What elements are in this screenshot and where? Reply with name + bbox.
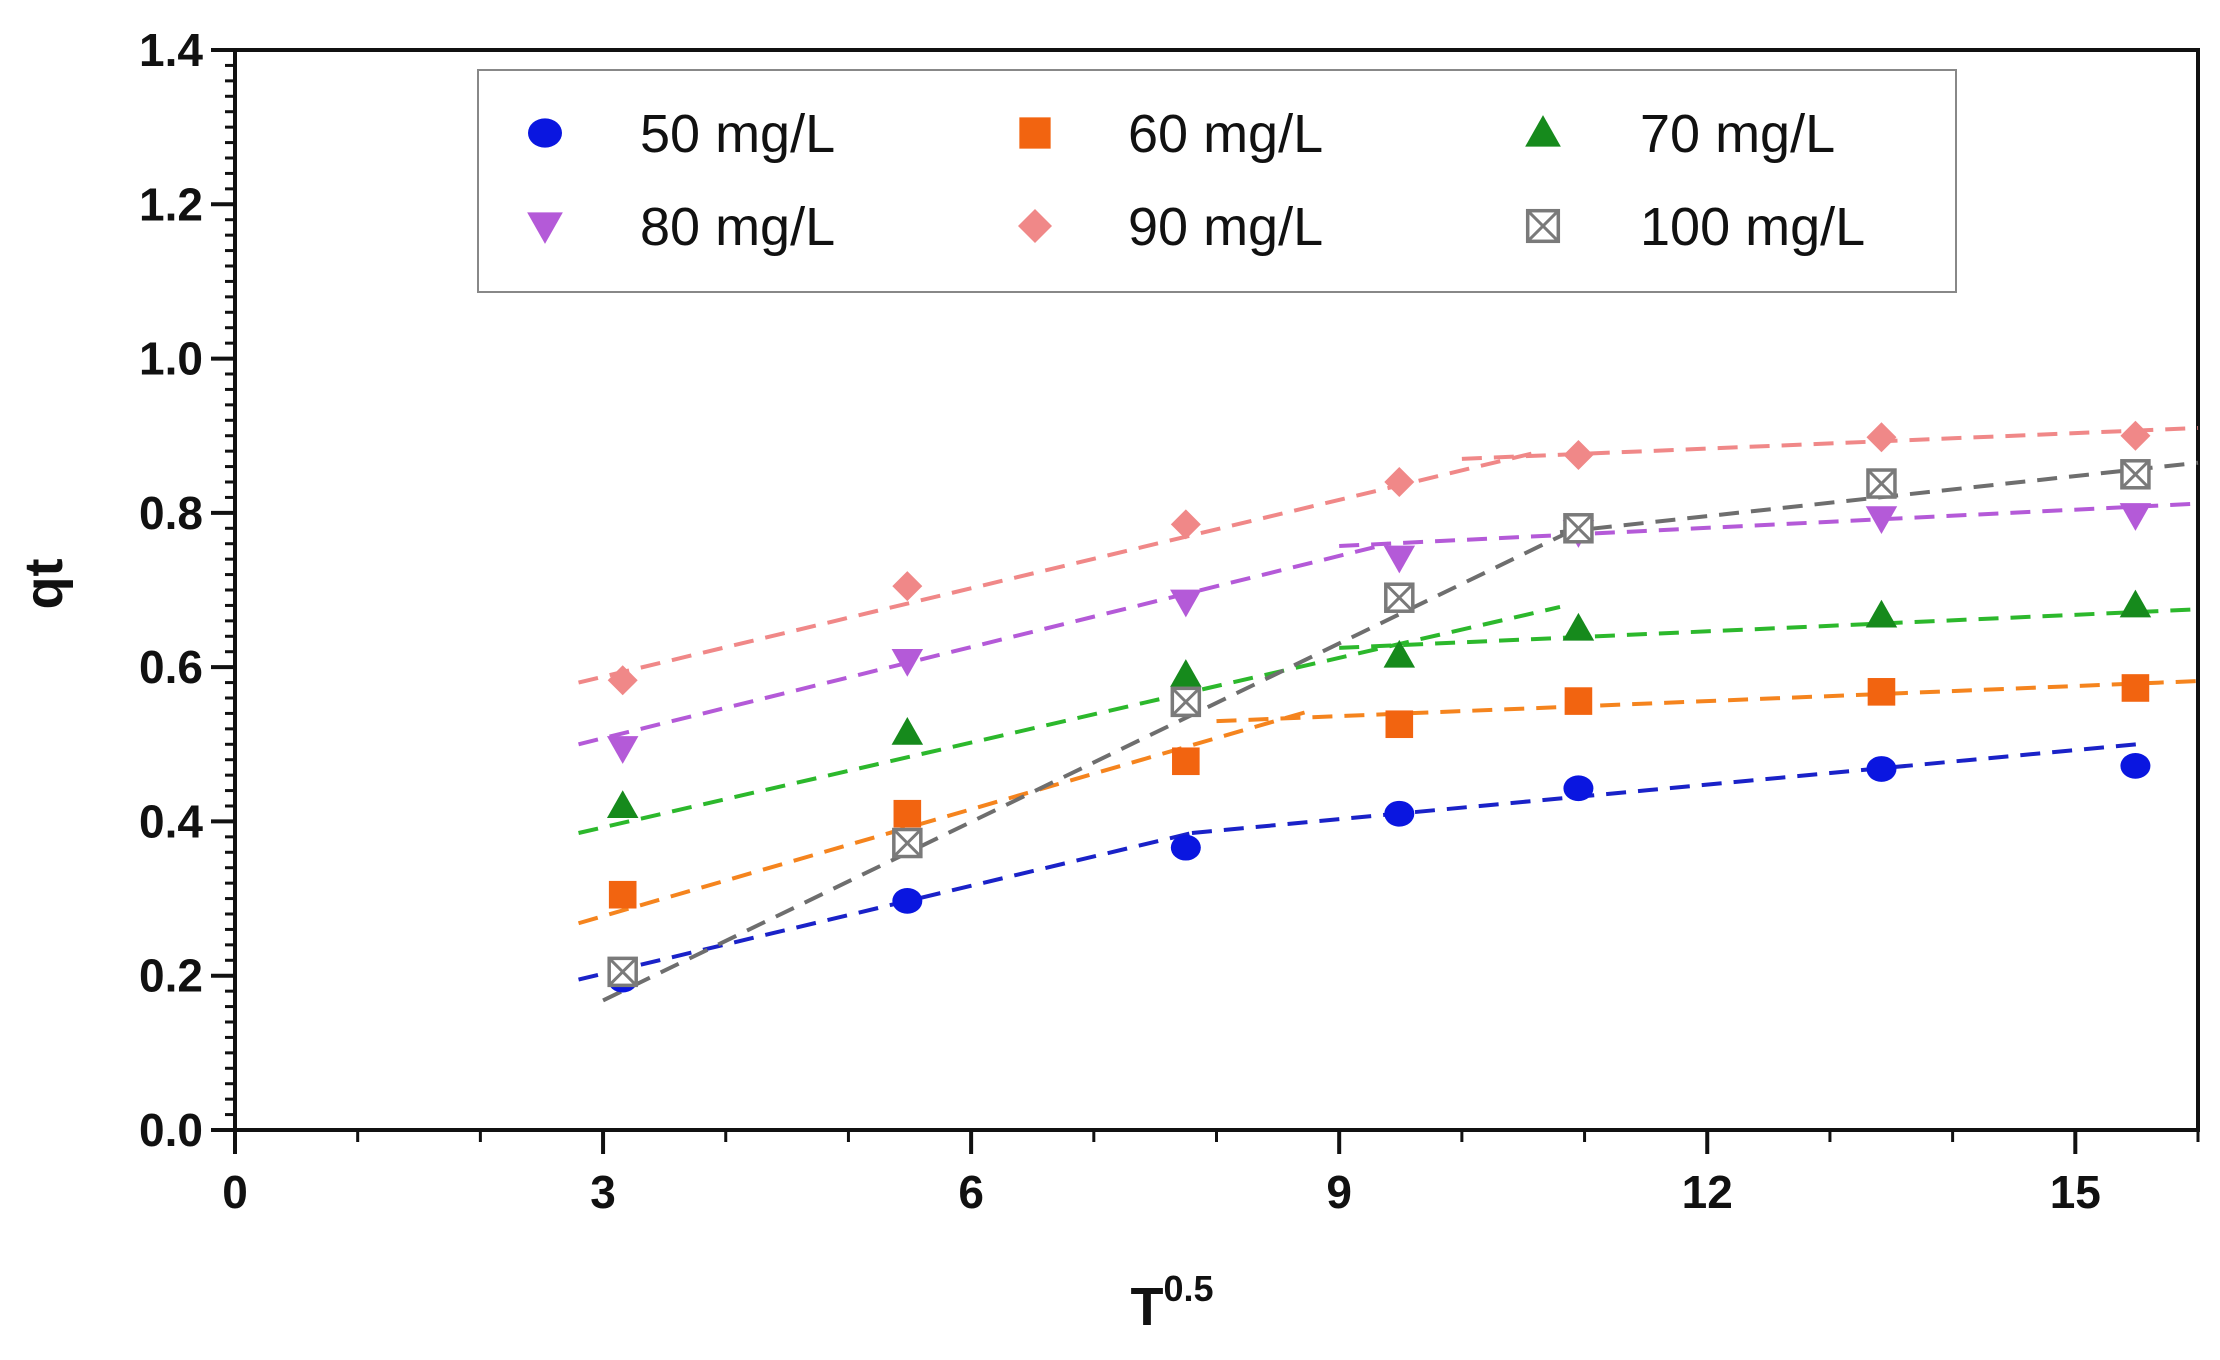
- data-points: [606, 420, 2152, 993]
- axes: 0.0 0.2 0.4 0.6 0.8 1.0 1.2 1.4 0 3 6 9 12 15: [139, 24, 2200, 1218]
- legend-marker-90-mg-l: [1018, 209, 1052, 243]
- legend-label-50-mg-l: 50 mg/L: [640, 104, 835, 164]
- legend-marker-70-mg-l: [1525, 115, 1561, 147]
- fit-line-100-mg-l-1: [602, 522, 1586, 1003]
- point-80-mg-l-1: [606, 736, 639, 764]
- point-70-mg-l-4: [1383, 639, 1416, 668]
- point-100-mg-l-4-cross-b: [1384, 583, 1414, 613]
- legend-label-70-mg-l: 70 mg/L: [1640, 104, 1835, 164]
- x-tick-label: 15: [2050, 1166, 2101, 1218]
- legend-label-80-mg-l: 80 mg/L: [640, 197, 835, 257]
- point-100-mg-l-2-cross-b: [892, 828, 922, 858]
- point-90-mg-l-7: [2120, 420, 2151, 451]
- point-100-mg-l-1-cross-b: [608, 957, 638, 987]
- legend-box: [477, 69, 1957, 293]
- legend-marker-100-mg-l: [1525, 208, 1561, 244]
- y-tick-label: 1.0: [139, 333, 203, 385]
- fit-line-90-mg-l-2: [1461, 426, 2199, 461]
- point-100-mg-l-4: [1384, 582, 1415, 613]
- point-70-mg-l-3: [1170, 659, 1202, 687]
- point-100-mg-l-3-cross-b: [1171, 687, 1201, 717]
- x-tick-label: 9: [1326, 1166, 1352, 1218]
- y-tick-label: 0.0: [139, 1104, 203, 1156]
- point-50-mg-l-7: [2120, 752, 2151, 779]
- legend-marker-50-mg-l: [528, 118, 562, 148]
- fit-lines: [577, 426, 2199, 1003]
- point-50-mg-l-3: [1170, 834, 1201, 861]
- point-90-mg-l-6: [1866, 422, 1897, 453]
- point-80-mg-l-3: [1170, 589, 1202, 618]
- fit-line-80-mg-l-2: [1339, 501, 2199, 549]
- point-90-mg-l-4: [1384, 467, 1415, 497]
- fit-line-50-mg-l-2: [1191, 742, 2137, 835]
- point-80-mg-l-6: [1865, 506, 1898, 535]
- y-tick-label: 0.4: [139, 795, 203, 847]
- x-axis-title-base: T: [1130, 1277, 1163, 1337]
- point-90-mg-l-5: [1563, 440, 1594, 470]
- point-100-mg-l-7-cross-b: [2120, 459, 2150, 489]
- point-100-mg-l-7: [2120, 459, 2151, 490]
- y-tick-label: 1.4: [139, 24, 203, 76]
- point-70-mg-l-6: [1865, 599, 1898, 628]
- fit-line-80-mg-l-1: [578, 541, 1389, 747]
- fit-line-70-mg-l-1: [578, 605, 1561, 835]
- legend-marker-80-mg-l: [527, 212, 563, 244]
- point-100-mg-l-3: [1170, 686, 1202, 718]
- point-50-mg-l-4: [1384, 800, 1415, 827]
- point-100-mg-l-5-cross-b: [1563, 513, 1593, 543]
- x-tick-label: 6: [958, 1166, 984, 1218]
- point-60-mg-l-3: [1172, 747, 1200, 776]
- x-tick-label: 12: [1682, 1166, 1733, 1218]
- point-50-mg-l-5: [1563, 775, 1594, 802]
- point-100-mg-l-1: [607, 956, 638, 988]
- point-70-mg-l-1: [606, 790, 639, 818]
- point-50-mg-l-2: [892, 887, 923, 914]
- fit-line-50-mg-l-1: [578, 831, 1193, 982]
- fit-line-70-mg-l-2: [1339, 607, 2199, 650]
- y-tick-label: 0.6: [139, 641, 203, 693]
- point-100-mg-l-6: [1866, 468, 1897, 499]
- point-60-mg-l-5: [1564, 687, 1593, 715]
- fit-line-60-mg-l-1: [577, 707, 1316, 926]
- point-80-mg-l-7: [2119, 503, 2152, 531]
- legend-marker-100-mg-l-cross-b: [1526, 209, 1560, 243]
- point-100-mg-l-2: [892, 827, 923, 859]
- legend-label-60-mg-l: 60 mg/L: [1128, 104, 1323, 164]
- legend-marker-60-mg-l: [1019, 117, 1051, 149]
- point-100-mg-l-6-cross-b: [1866, 468, 1897, 499]
- x-axis-title: T0.5: [1130, 1268, 1213, 1337]
- point-70-mg-l-5: [1562, 612, 1595, 641]
- legend-label-100-mg-l: 100 mg/L: [1640, 197, 1865, 257]
- y-tick-label: 0.2: [139, 950, 203, 1002]
- point-60-mg-l-7: [2121, 674, 2150, 702]
- legend: 50 mg/L 60 mg/L 70 mg/L 80 mg/L 90 mg/L 100 m…: [477, 69, 1957, 293]
- x-tick-label: 0: [222, 1166, 248, 1218]
- point-50-mg-l-6: [1866, 756, 1897, 782]
- point-60-mg-l-6: [1867, 678, 1896, 706]
- point-70-mg-l-7: [2119, 589, 2152, 618]
- fit-line-90-mg-l-1: [578, 450, 1536, 685]
- point-90-mg-l-2: [892, 571, 923, 602]
- point-90-mg-l-1: [607, 665, 638, 696]
- fit-line-60-mg-l-2: [1216, 679, 2199, 724]
- point-100-mg-l-5: [1563, 513, 1594, 544]
- point-60-mg-l-2: [893, 799, 922, 828]
- y-tick-label: 0.8: [139, 487, 203, 539]
- point-70-mg-l-2: [891, 716, 924, 745]
- x-tick-label: 3: [590, 1166, 616, 1218]
- y-axis-title: qt: [14, 558, 74, 609]
- point-80-mg-l-2: [891, 648, 924, 677]
- point-80-mg-l-4: [1383, 545, 1416, 574]
- point-90-mg-l-3: [1170, 509, 1201, 540]
- x-axis-title-exponent: 0.5: [1163, 1268, 1213, 1309]
- point-60-mg-l-4: [1385, 710, 1414, 739]
- legend-label-90-mg-l: 90 mg/L: [1128, 197, 1323, 257]
- point-60-mg-l-1: [608, 880, 637, 909]
- y-tick-label: 1.2: [139, 178, 203, 230]
